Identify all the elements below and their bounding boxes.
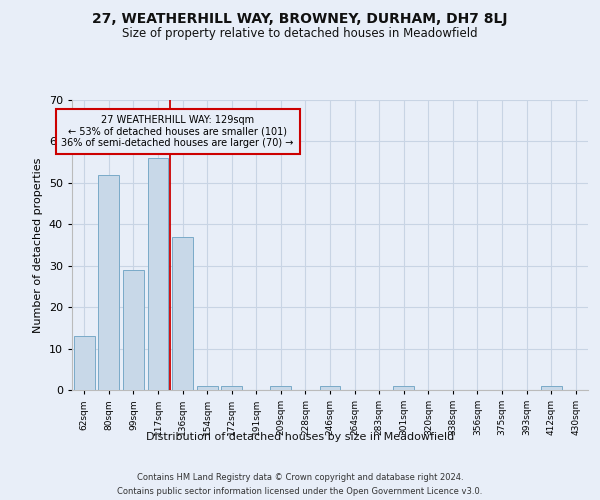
Bar — [148, 158, 169, 390]
Bar — [123, 270, 144, 390]
Y-axis label: Number of detached properties: Number of detached properties — [33, 158, 43, 332]
Text: Distribution of detached houses by size in Meadowfield: Distribution of detached houses by size … — [146, 432, 454, 442]
Text: 27, WEATHERHILL WAY, BROWNEY, DURHAM, DH7 8LJ: 27, WEATHERHILL WAY, BROWNEY, DURHAM, DH… — [92, 12, 508, 26]
Text: Contains HM Land Registry data © Crown copyright and database right 2024.: Contains HM Land Registry data © Crown c… — [137, 472, 463, 482]
Bar — [393, 386, 414, 390]
Text: 27 WEATHERHILL WAY: 129sqm
← 53% of detached houses are smaller (101)
36% of sem: 27 WEATHERHILL WAY: 129sqm ← 53% of deta… — [61, 114, 294, 148]
Bar — [197, 386, 218, 390]
Bar — [320, 386, 340, 390]
Bar — [74, 336, 95, 390]
Bar — [98, 174, 119, 390]
Text: Size of property relative to detached houses in Meadowfield: Size of property relative to detached ho… — [122, 28, 478, 40]
Bar — [172, 236, 193, 390]
Bar — [271, 386, 292, 390]
Text: Contains public sector information licensed under the Open Government Licence v3: Contains public sector information licen… — [118, 488, 482, 496]
Bar — [541, 386, 562, 390]
Bar — [221, 386, 242, 390]
